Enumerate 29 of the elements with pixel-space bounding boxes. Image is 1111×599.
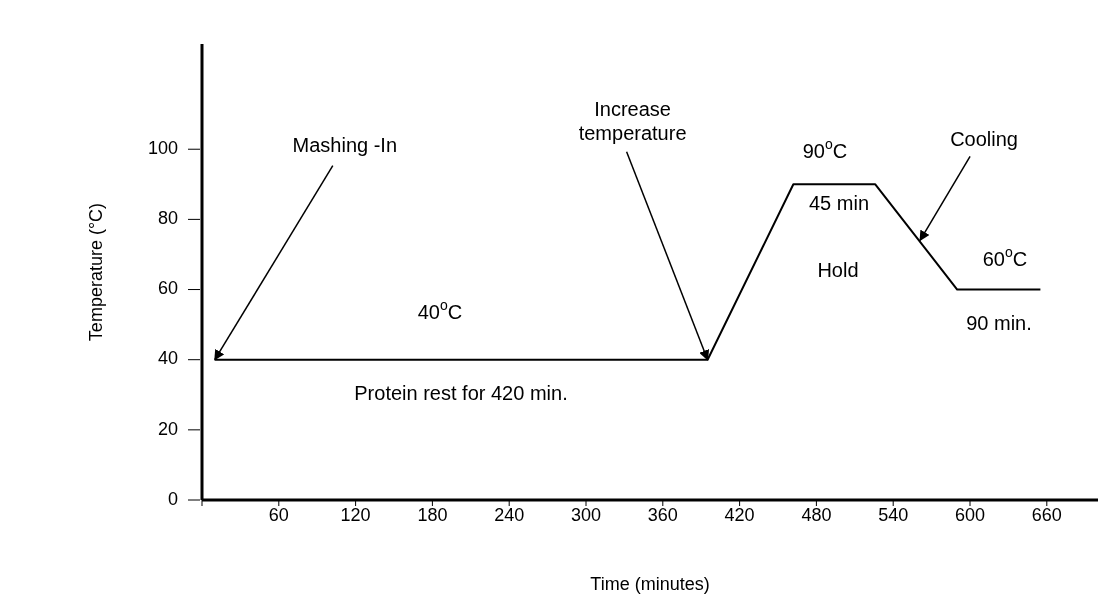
annotation: Hold (817, 259, 859, 282)
annotation: 60$^{o}$C (982, 243, 1028, 271)
y-tick-label: 40 (157, 348, 178, 369)
annotation: 40$^{o}$C (417, 296, 463, 324)
x-tick-label: 660 (1031, 504, 1062, 525)
annotation: 90$^{o}$C (802, 135, 848, 163)
annotation: 45 min (808, 192, 870, 215)
y-tick-label: 80 (157, 208, 178, 229)
y-tick-label: 20 (157, 418, 178, 439)
x-tick-label: 180 (417, 504, 448, 525)
x-tick-label: 300 (570, 504, 602, 525)
annotation: Increase temperature (578, 97, 687, 144)
x-tick-label: 60 (268, 504, 289, 525)
x-tick-label: 480 (801, 504, 832, 525)
x-tick-label: 420 (724, 504, 755, 525)
x-tick-label: 600 (954, 504, 986, 525)
x-axis-title: Time (minutes) (590, 574, 710, 594)
y-tick-label: 100 (147, 137, 178, 158)
annotation: Cooling (950, 128, 1018, 151)
y-tick-label: 60 (157, 278, 178, 299)
annotation: Mashing -In (292, 133, 398, 156)
x-tick-label: 360 (647, 504, 678, 525)
x-tick-label: 540 (878, 504, 909, 525)
annotation: 90 min. (966, 312, 1032, 335)
x-tick-label: 120 (340, 504, 371, 525)
y-tick-label: 0 (167, 488, 178, 509)
annotation: Protein rest for 420 min. (354, 382, 568, 405)
y-axis-title: Temperature (°C) (86, 202, 107, 342)
x-tick-label: 240 (494, 504, 525, 525)
